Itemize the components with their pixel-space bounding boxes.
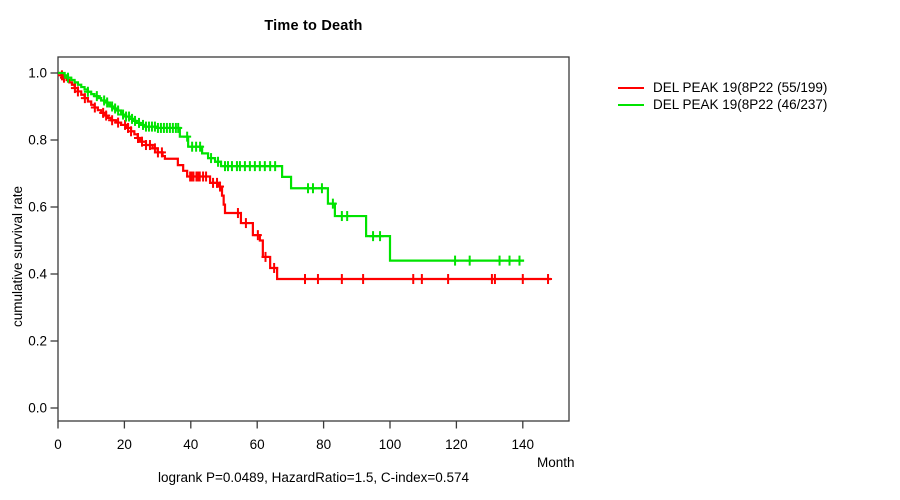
chart-title: Time to Death	[264, 18, 363, 34]
legend-line-swatch-red	[618, 86, 644, 89]
x-tick-label: 80	[316, 437, 331, 452]
x-axis-label: Month	[537, 455, 575, 470]
x-tick-label: 0	[54, 437, 62, 452]
legend: DEL PEAK 19(8P22 (55/199) DEL PEAK 19(8P…	[618, 79, 827, 113]
legend-line-swatch-green	[618, 103, 644, 106]
plot-frame	[57, 56, 570, 422]
x-tick-label: 60	[250, 437, 265, 452]
y-tick-label: 0.8	[28, 133, 47, 148]
x-tick-label: 20	[117, 437, 132, 452]
y-axis-label: cumulative survival rate	[10, 185, 25, 327]
y-tick-label: 0.4	[28, 267, 47, 282]
x-tick-label: 40	[183, 437, 198, 452]
x-tick-label: 120	[445, 437, 468, 452]
y-tick-label: 1.0	[28, 66, 47, 81]
x-tick-label: 140	[512, 437, 535, 452]
y-tick-label: 0.6	[28, 200, 47, 215]
y-tick-label: 0.2	[28, 334, 47, 349]
survival-curve-green	[58, 71, 525, 262]
x-tick-label: 100	[379, 437, 402, 452]
legend-item-group1: DEL PEAK 19(8P22 (55/199)	[618, 79, 827, 96]
survival-curve-red	[58, 71, 552, 281]
legend-item-group2: DEL PEAK 19(8P22 (46/237)	[618, 96, 827, 113]
legend-label-group2: DEL PEAK 19(8P22 (46/237)	[653, 97, 828, 112]
y-tick-label: 0.0	[28, 401, 47, 416]
legend-label-group1: DEL PEAK 19(8P22 (55/199)	[653, 80, 828, 95]
stats-annotation: logrank P=0.0489, HazardRatio=1.5, C-ind…	[157, 470, 470, 485]
